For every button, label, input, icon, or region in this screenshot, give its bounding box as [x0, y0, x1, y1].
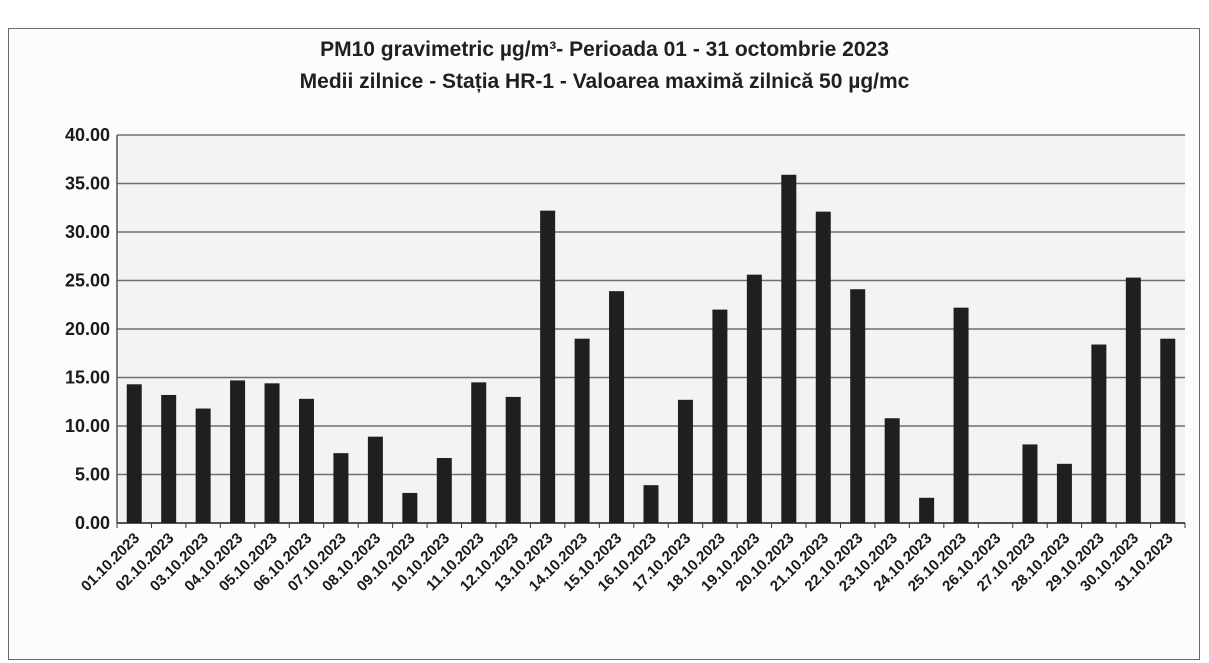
bar [677, 399, 693, 523]
y-tick-label: 0.00 [75, 513, 110, 533]
bar [781, 174, 797, 523]
y-tick-label: 40.00 [65, 125, 110, 145]
bar [230, 380, 246, 523]
y-tick-label: 15.00 [65, 368, 110, 388]
bar [574, 338, 590, 523]
bar [850, 289, 866, 523]
y-tick-label: 25.00 [65, 271, 110, 291]
bar [1022, 444, 1038, 523]
bar [540, 210, 556, 523]
bar [161, 394, 177, 523]
chart-subtitle: Medii zilnice - Stația HR-1 - Valoarea m… [299, 70, 910, 93]
chart-title: PM10 gravimetric µg/m³- Perioada 01 - 31… [320, 38, 889, 61]
bar [1091, 344, 1107, 523]
bar [884, 418, 900, 523]
bar [746, 274, 762, 523]
bar [919, 497, 935, 523]
bar [1125, 277, 1141, 523]
bar [1056, 463, 1072, 523]
bar [953, 307, 969, 523]
bar [333, 453, 349, 523]
y-tick-label: 30.00 [65, 222, 110, 242]
y-tick-label: 5.00 [75, 465, 110, 485]
bar [195, 408, 211, 523]
bar [264, 383, 280, 523]
y-tick-label: 10.00 [65, 416, 110, 436]
bar [436, 458, 452, 523]
bar [402, 492, 418, 523]
bar [712, 309, 728, 523]
bar [609, 291, 625, 523]
bar [1160, 338, 1176, 523]
y-tick-label: 20.00 [65, 319, 110, 339]
bar [126, 384, 142, 523]
bar [471, 382, 487, 523]
bar [643, 485, 659, 523]
bar [298, 398, 314, 523]
bar [367, 436, 383, 523]
bar [505, 396, 521, 523]
y-tick-label: 35.00 [65, 174, 110, 194]
bar [815, 211, 831, 523]
